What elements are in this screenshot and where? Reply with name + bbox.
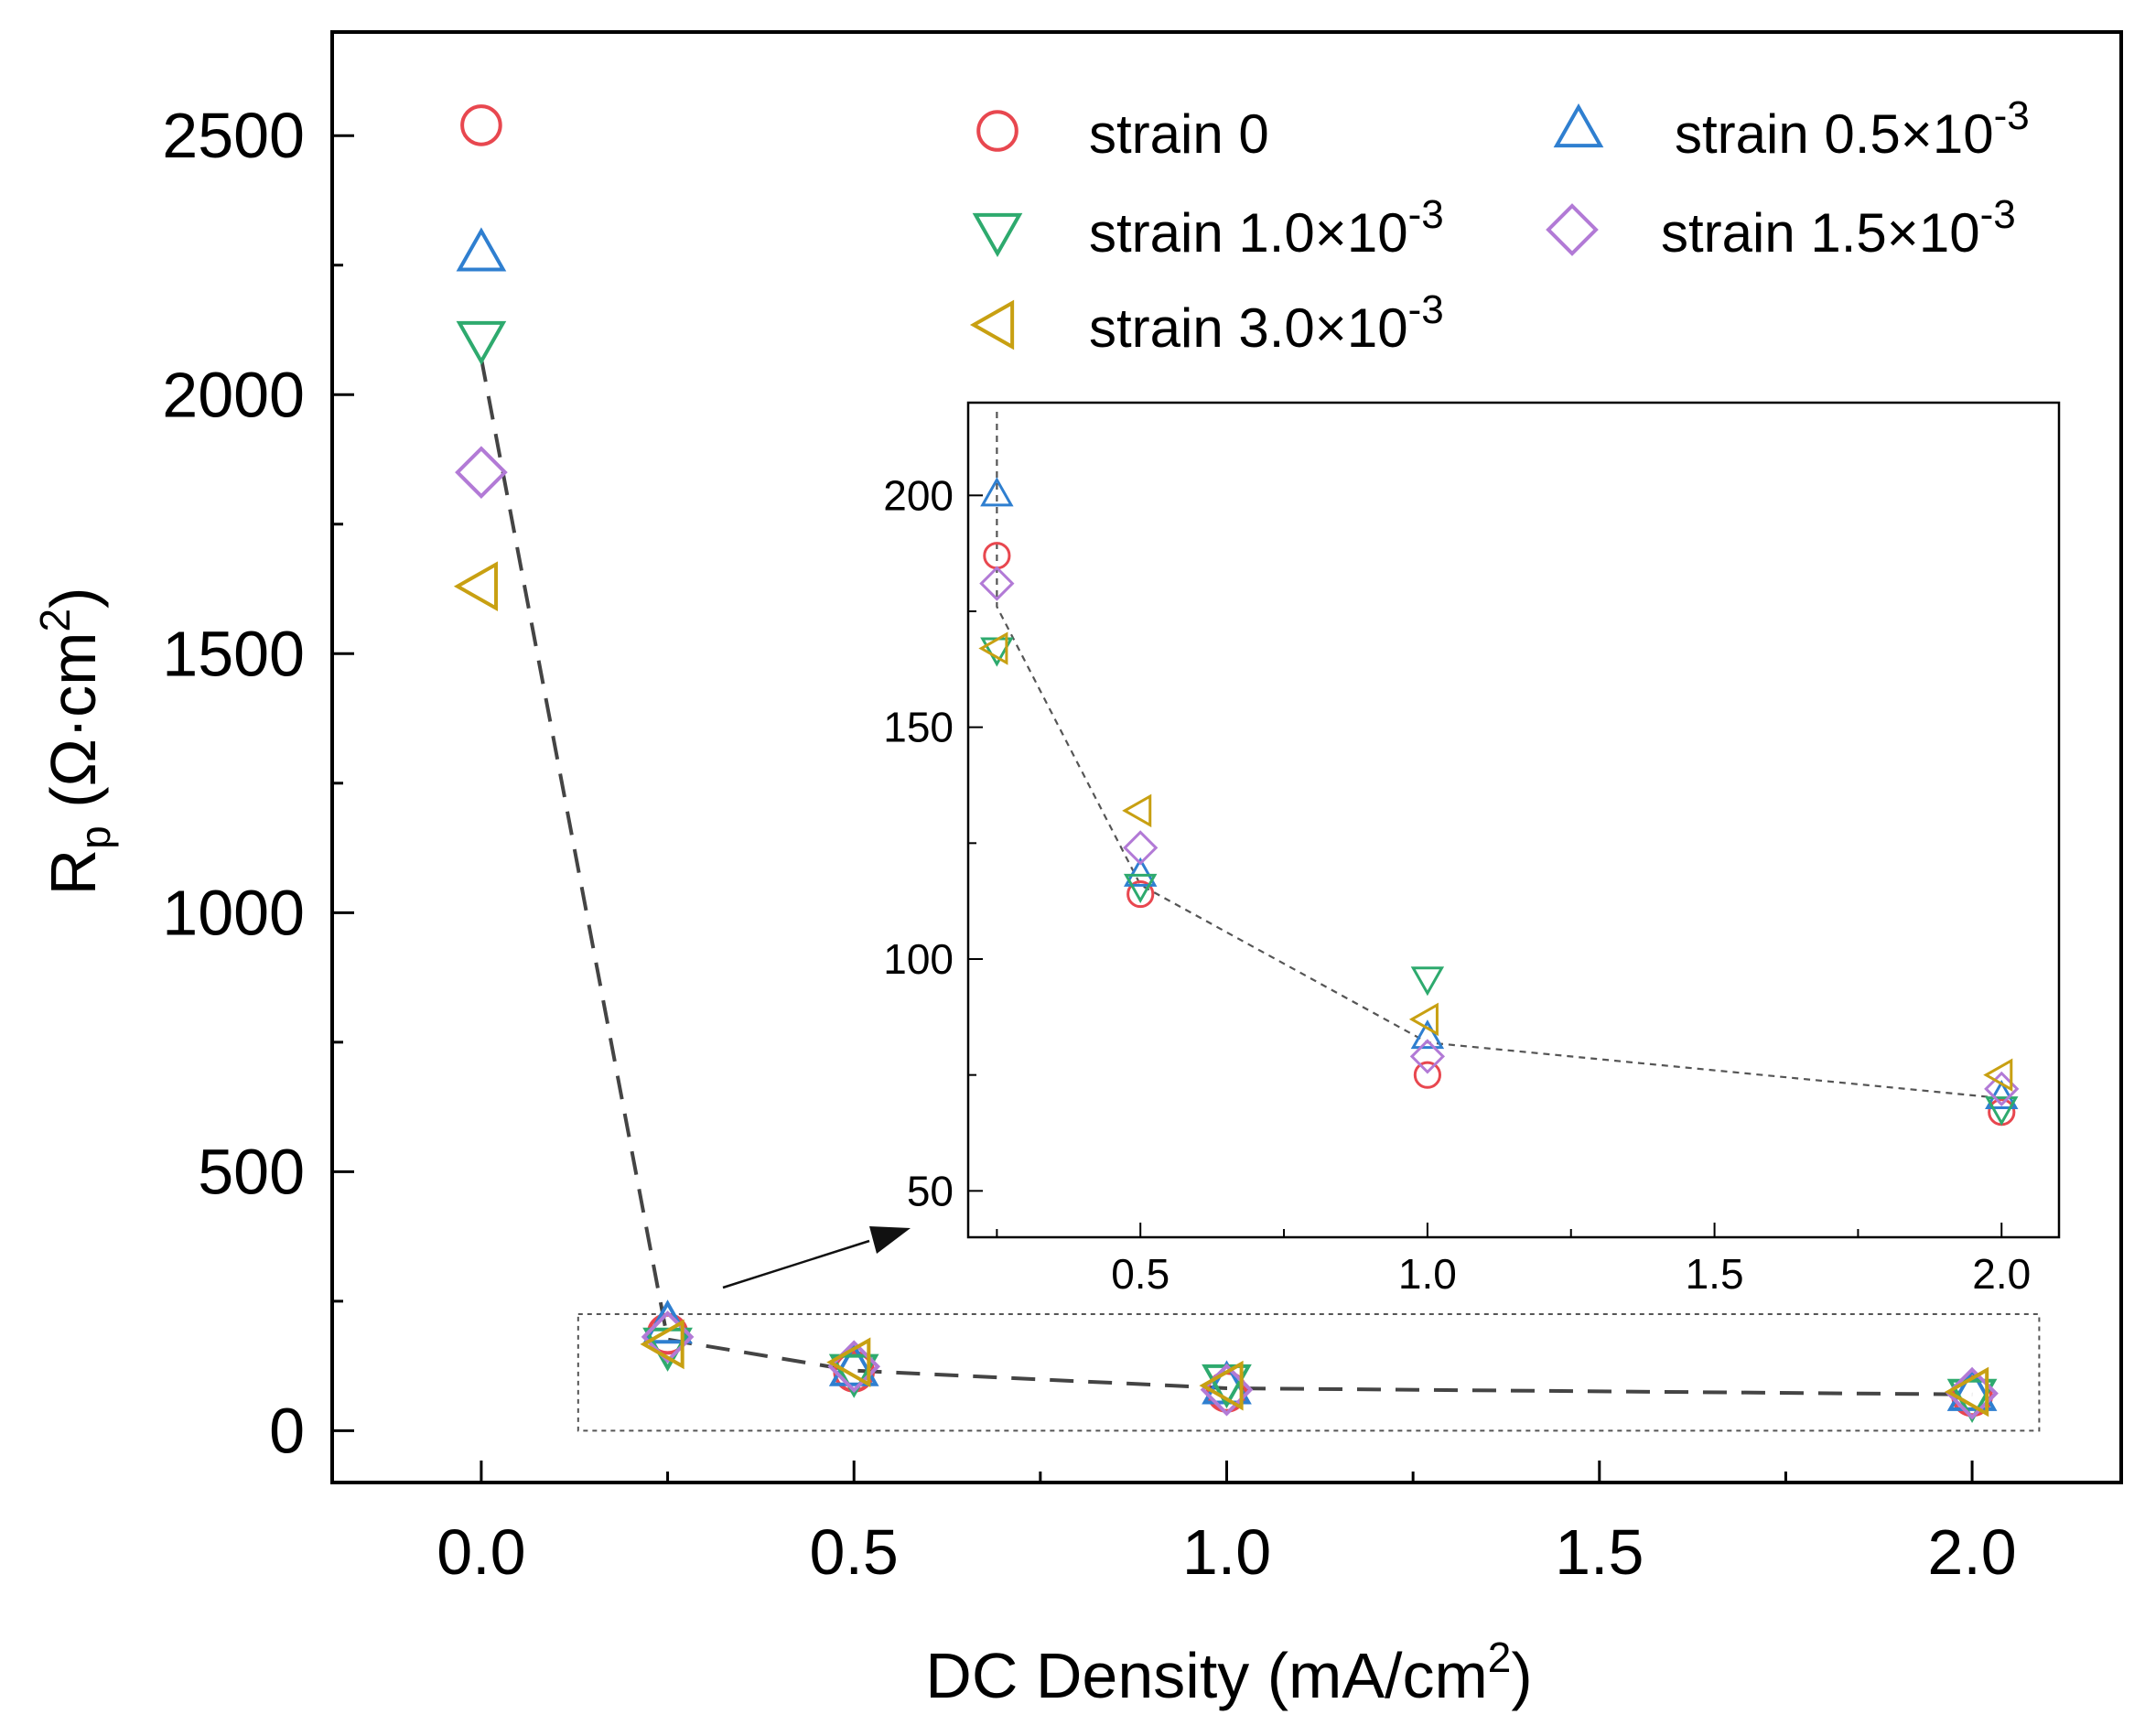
inset-y-tick-label: 50	[907, 1167, 954, 1214]
zoom-arrow-head	[869, 1226, 911, 1254]
inset-series-triangle-up	[980, 477, 2019, 1110]
data-point-triangle-up	[456, 227, 507, 272]
y-tick-label: 2000	[162, 359, 305, 430]
main-plot-area: 0.0 0.5 1.0 1.5 2.0 0 500 1000 1500 2000 2500	[162, 30, 2123, 1588]
inset-data-point-circle	[1413, 1061, 1441, 1089]
data-point-triangle-up	[828, 1342, 879, 1386]
inset-data-point-triangle-up	[1985, 1079, 2019, 1110]
inset-frame	[966, 401, 2061, 1239]
y-axis-label: Rp (Ω·cm2)	[31, 588, 119, 896]
y-tick-label: 1500	[162, 618, 305, 689]
inset-data-point-triangle-down	[1410, 966, 1445, 997]
inset-data-point-triangle-left	[1408, 1002, 1439, 1037]
inset-data-point-diamond	[979, 566, 1015, 601]
legend-entry: strain 0.5×10-3	[1553, 93, 2030, 165]
inset-y-tick-label: 200	[883, 471, 954, 519]
data-point-triangle-down	[456, 320, 507, 366]
zoom-arrow-line	[722, 1239, 870, 1289]
x-tick-label: 0.0	[437, 1516, 525, 1588]
legend-entry: strain 0	[976, 103, 1269, 165]
x-axis-label: DC Density (mA/cm2)	[925, 1634, 1532, 1711]
data-point-triangle-down	[828, 1353, 879, 1398]
legend-marker-circle	[976, 110, 1019, 152]
inset-plot-area: 0.5 1.0 1.5 2.0 50 100 150 200	[883, 401, 2061, 1298]
inset-data-point-triangle-down	[1123, 873, 1158, 903]
legend-label: strain 3.0×10-3	[1089, 287, 1444, 359]
data-point-triangle-left	[826, 1337, 871, 1388]
y-tick-label: 1000	[162, 877, 305, 948]
x-tick-label: 1.0	[1182, 1516, 1271, 1588]
x-tick-label: 2.0	[1927, 1516, 2016, 1588]
inset-data-point-circle	[1126, 879, 1155, 909]
inset-data-point-diamond	[1409, 1039, 1446, 1074]
inset-x-tick-label: 0.5	[1111, 1250, 1170, 1298]
inset-series-triangle-left	[978, 631, 2013, 1092]
data-point-triangle-left	[453, 561, 499, 612]
legend: strain 0 strain 0.5×10-3 strain 1.0×10-3 st…	[969, 93, 2030, 359]
inset-data-point-triangle-up	[1410, 1019, 1445, 1050]
inset-data-point-triangle-left	[978, 631, 1008, 665]
x-tick-label: 1.5	[1555, 1516, 1644, 1588]
inset-x-tick-label: 2.0	[1972, 1250, 2031, 1298]
data-point-triangle-left	[1945, 1366, 1989, 1418]
legend-marker-triangle-down	[972, 212, 1023, 258]
data-point-triangle-left	[640, 1319, 684, 1370]
inset-x-tick-label: 1.0	[1398, 1250, 1457, 1298]
inset-x-tick-label: 1.5	[1686, 1250, 1744, 1298]
inset-data-point-triangle-up	[980, 477, 1014, 507]
data-point-circle	[460, 104, 502, 146]
y-tick-label: 0	[269, 1395, 305, 1466]
y-tick-label: 2500	[162, 100, 305, 171]
inset-data-point-triangle-left	[1122, 793, 1152, 828]
inset-data-point-triangle-left	[1983, 1058, 2013, 1092]
legend-label: strain 0	[1089, 103, 1269, 165]
legend-entry: strain 1.5×10-3	[1546, 192, 2016, 264]
legend-marker-diamond	[1546, 203, 1599, 256]
data-point-triangle-left	[1199, 1360, 1244, 1411]
zoom-box	[577, 1313, 2041, 1432]
legend-label: strain 1.0×10-3	[1089, 192, 1444, 264]
inset-data-point-triangle-up	[1123, 857, 1158, 887]
legend-label: strain 0.5×10-3	[1675, 93, 2030, 165]
legend-label: strain 1.5×10-3	[1661, 192, 2016, 264]
inset-dashed-trend-line	[996, 412, 2002, 1100]
inset-data-point-diamond	[1123, 830, 1159, 866]
data-point-diamond	[455, 446, 508, 499]
main-dashed-trend-line	[479, 358, 1973, 1396]
legend-entry: strain 1.0×10-3	[972, 192, 1444, 264]
legend-marker-triangle-left	[969, 299, 1015, 350]
x-tick-label: 0.5	[810, 1516, 899, 1588]
legend-marker-triangle-up	[1553, 102, 1604, 148]
legend-entry: strain 3.0×10-3	[969, 287, 1444, 359]
series-triangle-left	[453, 561, 1989, 1418]
inset-y-tick-label: 150	[883, 704, 954, 751]
inset-y-tick-label: 100	[883, 935, 954, 983]
y-tick-label: 500	[198, 1136, 305, 1207]
data-point-triangle-up	[1946, 1366, 1998, 1411]
inset-data-point-triangle-down	[1985, 1096, 2019, 1127]
